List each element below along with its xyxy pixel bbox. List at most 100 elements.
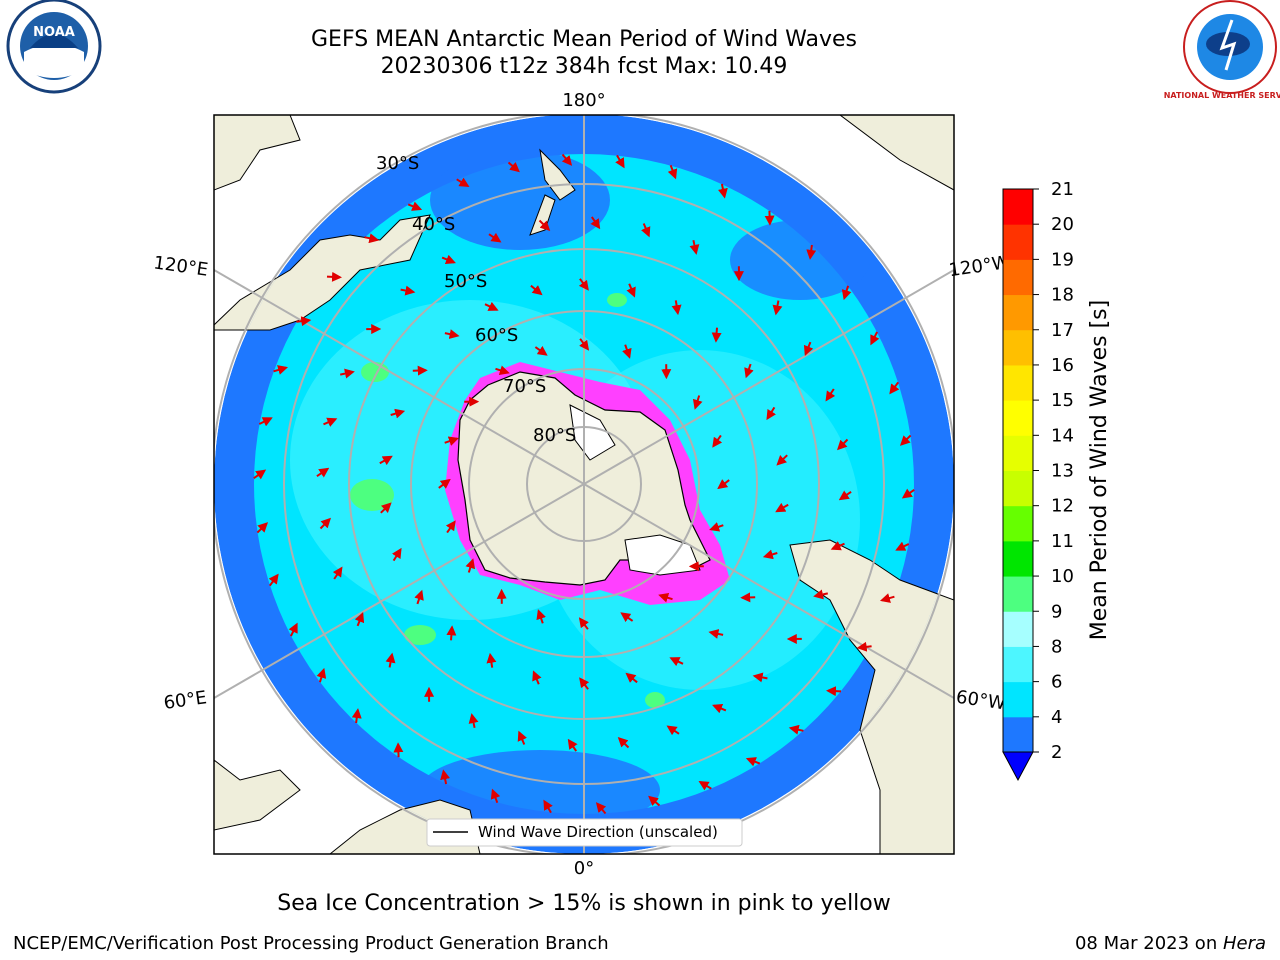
wind-arrow (712, 703, 727, 714)
wind-arrow (901, 488, 915, 499)
colorbar-tick-label: 4 (1051, 707, 1062, 728)
wind-arrow (692, 395, 703, 410)
wind-arrow (826, 686, 842, 697)
wind-arrow (567, 738, 578, 752)
wind-arrow (316, 667, 327, 683)
wind-arrow (671, 300, 682, 316)
wind-arrow (669, 657, 684, 667)
wind-arrow (648, 795, 661, 807)
wind-arrow (400, 285, 416, 296)
wind-arrow (841, 285, 852, 301)
wind-arrow (465, 558, 476, 573)
wind-arrow (456, 177, 470, 188)
lon-label-120w: 120°W (947, 252, 1011, 281)
wind-arrow (530, 284, 543, 296)
lat-label-30s: 30°S (376, 153, 419, 174)
wind-arrow (296, 316, 312, 327)
colorbar-under-arrow (1002, 751, 1034, 782)
wind-arrow (392, 547, 402, 562)
wind-arrow (825, 388, 836, 402)
wind-arrow (380, 502, 392, 514)
wind-arrow (578, 278, 589, 291)
wind-arrow (667, 164, 678, 180)
wind-arrow (626, 283, 636, 298)
colorbar-segment (1003, 224, 1033, 260)
noaa-logo-text: NOAA (33, 25, 75, 40)
wind-arrow (507, 161, 520, 173)
lat-label-80s: 80°S (533, 425, 576, 446)
lon-label-60w: 60°W (955, 687, 1007, 715)
colorbar-tick-label: 9 (1051, 601, 1062, 622)
colorbar-tick-label: 12 (1051, 496, 1074, 517)
wind-arrow (856, 641, 872, 652)
colorbar-tick-label: 6 (1051, 672, 1062, 693)
wind-arrow (617, 737, 630, 749)
wind-arrow (273, 365, 289, 375)
colorbar-tick-label: 13 (1051, 461, 1074, 482)
wind-arrow (712, 434, 723, 448)
noaa-logo: NOAA (6, 0, 102, 94)
wind-arrow (641, 223, 651, 238)
wind-arrow (711, 327, 722, 343)
graticule (214, 115, 954, 854)
wind-arrow (332, 566, 343, 580)
wind-arrow (444, 329, 460, 339)
wind-arrow (484, 301, 499, 311)
wind-arrow (316, 467, 330, 478)
wind-arrow (879, 593, 895, 603)
wind-arrow (412, 365, 428, 376)
wind-arrow (517, 730, 527, 745)
footer-date: 08 Mar 2023 on Hera (1075, 933, 1266, 954)
wind-arrow (658, 592, 673, 603)
colorbar-tick-label: 14 (1051, 425, 1074, 446)
wind-arrow (578, 617, 589, 630)
colorbar-segment (1003, 716, 1033, 753)
colorbar-segment (1003, 505, 1033, 542)
wind-arrow (622, 344, 632, 359)
lat-label-40s: 40°S (412, 214, 455, 235)
colorbar-tick-label: 16 (1051, 355, 1074, 376)
wind-arrow (744, 363, 754, 379)
lat-label-50s: 50°S (444, 271, 487, 292)
wind-arrow (838, 490, 852, 501)
wind-arrow (326, 271, 342, 282)
wind-arrow (615, 154, 625, 169)
wind-arrow (698, 780, 712, 791)
map-frame (213, 114, 955, 855)
nws-logo-text: NATIONAL WEATHER SERVICE (1164, 91, 1280, 100)
colorbar-segment (1003, 400, 1033, 436)
colorbar-segment (1003, 329, 1033, 366)
wind-arrow (364, 233, 380, 244)
wind-arrow (830, 541, 845, 551)
wind-direction-arrows (253, 153, 915, 815)
wind-arrow (390, 408, 406, 419)
footer-host: Hera (1222, 933, 1266, 954)
legend-label: Wind Wave Direction (unscaled) (478, 823, 718, 841)
plot-subtitle: 20230306 t12z 384h fcst Max: 10.49 (380, 54, 788, 79)
colorbar-segment (1003, 540, 1033, 577)
colorbar-tick-label: 15 (1051, 390, 1074, 411)
wind-arrow (666, 725, 680, 736)
footer-branch: NCEP/EMC/Verification Post Processing Pr… (13, 933, 609, 954)
wind-arrow (253, 469, 267, 480)
wind-arrow (709, 522, 724, 532)
wind-arrow (444, 436, 459, 446)
wind-arrow (625, 672, 638, 684)
colorbar-tick-label: 19 (1051, 249, 1074, 270)
colorbar-tick-label: 10 (1051, 566, 1074, 587)
colorbar-label: Mean Period of Wind Waves [s] (1087, 300, 1112, 640)
footer-date-text: 08 Mar 2023 on (1074, 933, 1223, 954)
wind-arrow (268, 573, 279, 587)
plot-title: GEFS MEAN Antarctic Mean Period of Wind … (311, 27, 857, 52)
wind-arrow (772, 300, 783, 316)
wind-arrow (288, 622, 298, 637)
wind-arrow (595, 802, 607, 815)
colorbar-segment (1003, 189, 1033, 225)
wind-arrow (837, 438, 849, 451)
wind-arrow (534, 345, 548, 356)
colorbar-segment (1003, 576, 1033, 612)
wind-arrow (717, 479, 730, 490)
wind-arrow (717, 183, 728, 199)
wind-arrow (752, 672, 768, 683)
lon-label-120e: 120°E (152, 252, 209, 280)
